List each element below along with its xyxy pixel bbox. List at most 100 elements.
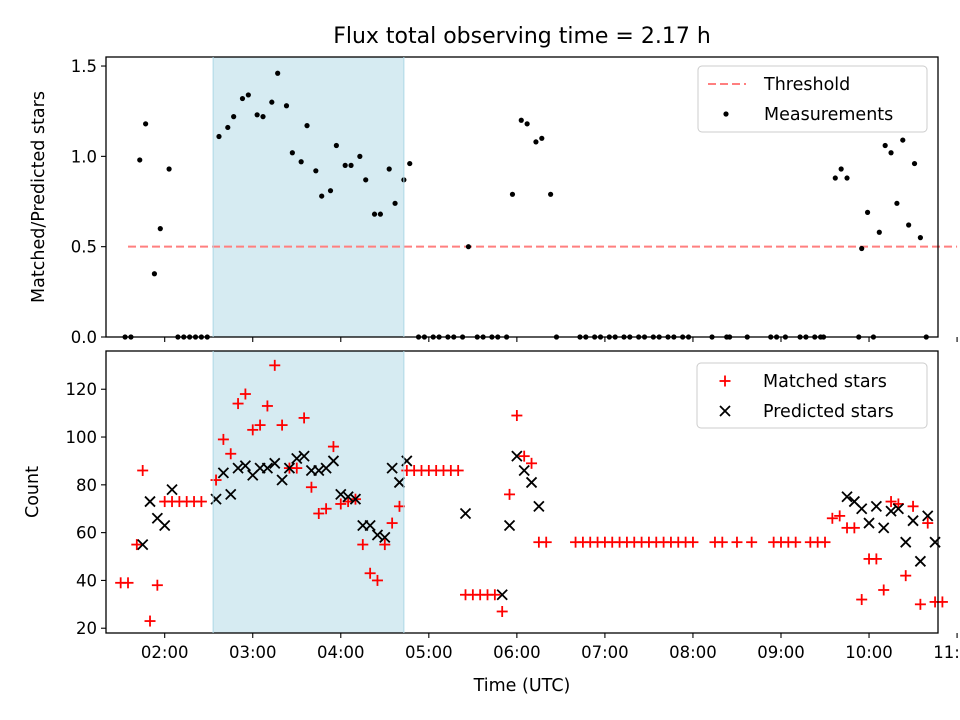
- y-axis-ticks: 0.0 0.5 1.0 1.5: [71, 57, 106, 347]
- matched-star-point: [452, 464, 464, 476]
- matched-star-point: [819, 536, 831, 548]
- measurement-point: [548, 191, 554, 197]
- y-axis-label: Matched/Predicted stars: [29, 91, 49, 303]
- x-stroke-b: [349, 493, 362, 505]
- x-stroke-b: [298, 450, 310, 462]
- matched-star-point: [936, 596, 948, 608]
- x-stroke-b: [379, 531, 391, 544]
- matched-star-point: [540, 536, 552, 548]
- x-stroke-b: [225, 488, 237, 501]
- x-stroke-b: [856, 503, 868, 515]
- predicted-star-point: [217, 467, 230, 479]
- predicted-star-point: [496, 589, 508, 601]
- matched-star-point: [511, 410, 523, 422]
- y-tick-label: 0.0: [71, 328, 97, 347]
- predicted-star-point: [892, 503, 905, 515]
- matched-star-point: [225, 448, 237, 460]
- x-stroke-b: [276, 474, 288, 486]
- x-tick-label: 06:00: [493, 643, 541, 662]
- matched-star-point: [834, 510, 846, 522]
- legend: Threshold Measurements: [697, 65, 928, 133]
- x-tick-label: 10:00: [845, 643, 893, 662]
- measurement-point: [319, 193, 325, 199]
- x-tick-label: 05:00: [405, 643, 453, 662]
- x-tick-label: 09:00: [757, 643, 805, 662]
- plot-marks: [115, 359, 948, 627]
- y-tick-label: 100: [66, 428, 98, 447]
- measurement-point: [151, 271, 158, 277]
- predicted-star-point: [386, 462, 398, 474]
- predicted-star-point: [239, 460, 252, 472]
- measurement-point: [216, 133, 222, 140]
- matched-star-point: [291, 462, 303, 474]
- legend-label: Threshold: [763, 75, 850, 95]
- x-stroke-b: [137, 538, 149, 551]
- matched-star-point: [922, 517, 934, 529]
- matched-star-point: [878, 584, 890, 596]
- measurement-point: [283, 103, 290, 109]
- measurement-point: [882, 142, 888, 149]
- measurement-point: [911, 160, 918, 167]
- x-stroke-b: [525, 476, 538, 489]
- x-stroke-b: [261, 462, 274, 474]
- matched-star-point: [357, 539, 369, 551]
- measurement-point: [386, 166, 392, 172]
- matched-star-point: [371, 574, 383, 586]
- x-stroke-b: [892, 503, 905, 515]
- measurement-point: [254, 112, 260, 118]
- matched-star-point: [131, 539, 143, 551]
- x-stroke-b: [496, 589, 508, 601]
- matched-star-point: [335, 498, 347, 510]
- x-stroke-b: [269, 457, 281, 469]
- x-stroke-b: [922, 510, 934, 522]
- matched-star-point: [790, 536, 802, 548]
- measurement-point: [465, 244, 472, 250]
- matched-star-point: [276, 419, 288, 431]
- predicted-star-point: [841, 491, 853, 503]
- matched-star-point: [144, 615, 156, 627]
- matched-star-point: [269, 359, 281, 371]
- x-stroke-b: [907, 515, 919, 527]
- predicted-star-point: [533, 500, 545, 512]
- x-stroke-b: [283, 462, 296, 474]
- y-tick-label: 80: [76, 476, 97, 495]
- matched-star-point: [217, 433, 229, 445]
- measurement-point: [260, 114, 266, 120]
- measurement-point: [906, 222, 912, 228]
- legend-box: [697, 65, 928, 133]
- x-stroke-b: [151, 512, 163, 524]
- predicted-star-point: [335, 488, 347, 501]
- y-tick-label: 0.5: [71, 238, 97, 257]
- x-stroke-b: [364, 519, 376, 532]
- x-stroke-b: [217, 467, 230, 479]
- predicted-star-point: [261, 462, 274, 474]
- predicted-star-point: [459, 507, 472, 520]
- predicted-star-point: [885, 505, 897, 517]
- x-stroke-b: [885, 505, 897, 517]
- matched-star-point: [254, 419, 266, 431]
- predicted-star-point: [349, 493, 362, 505]
- measurement-point: [509, 191, 516, 197]
- predicted-star-point: [511, 450, 523, 462]
- matched-star-point: [518, 450, 530, 462]
- count-panel: 02:00 03:00 04:00 05:00 06:00 07:00 08:00 09:00…: [23, 350, 960, 662]
- matched-star-point: [856, 594, 868, 606]
- predicted-star-point: [269, 457, 281, 469]
- matched-star-point: [914, 598, 926, 610]
- x-tick-label: 03:00: [229, 643, 277, 662]
- measurement-point: [864, 209, 871, 215]
- measurement-point: [844, 175, 850, 181]
- predicted-star-point: [914, 555, 927, 567]
- x-tick-label: 08:00: [669, 643, 717, 662]
- matched-star-point: [870, 553, 882, 565]
- y-axis-label: Count: [23, 466, 43, 518]
- predicted-star-point: [900, 536, 912, 548]
- predicted-star-point: [856, 503, 868, 515]
- x-tick-label: 07:00: [581, 643, 629, 662]
- predicted-star-point: [870, 500, 883, 512]
- y-axis-ticks: 20 40 60 80 100 120: [66, 380, 106, 638]
- matched-star-point: [826, 512, 838, 524]
- matched-star-point: [232, 398, 244, 410]
- y-tick-label: 20: [76, 619, 97, 638]
